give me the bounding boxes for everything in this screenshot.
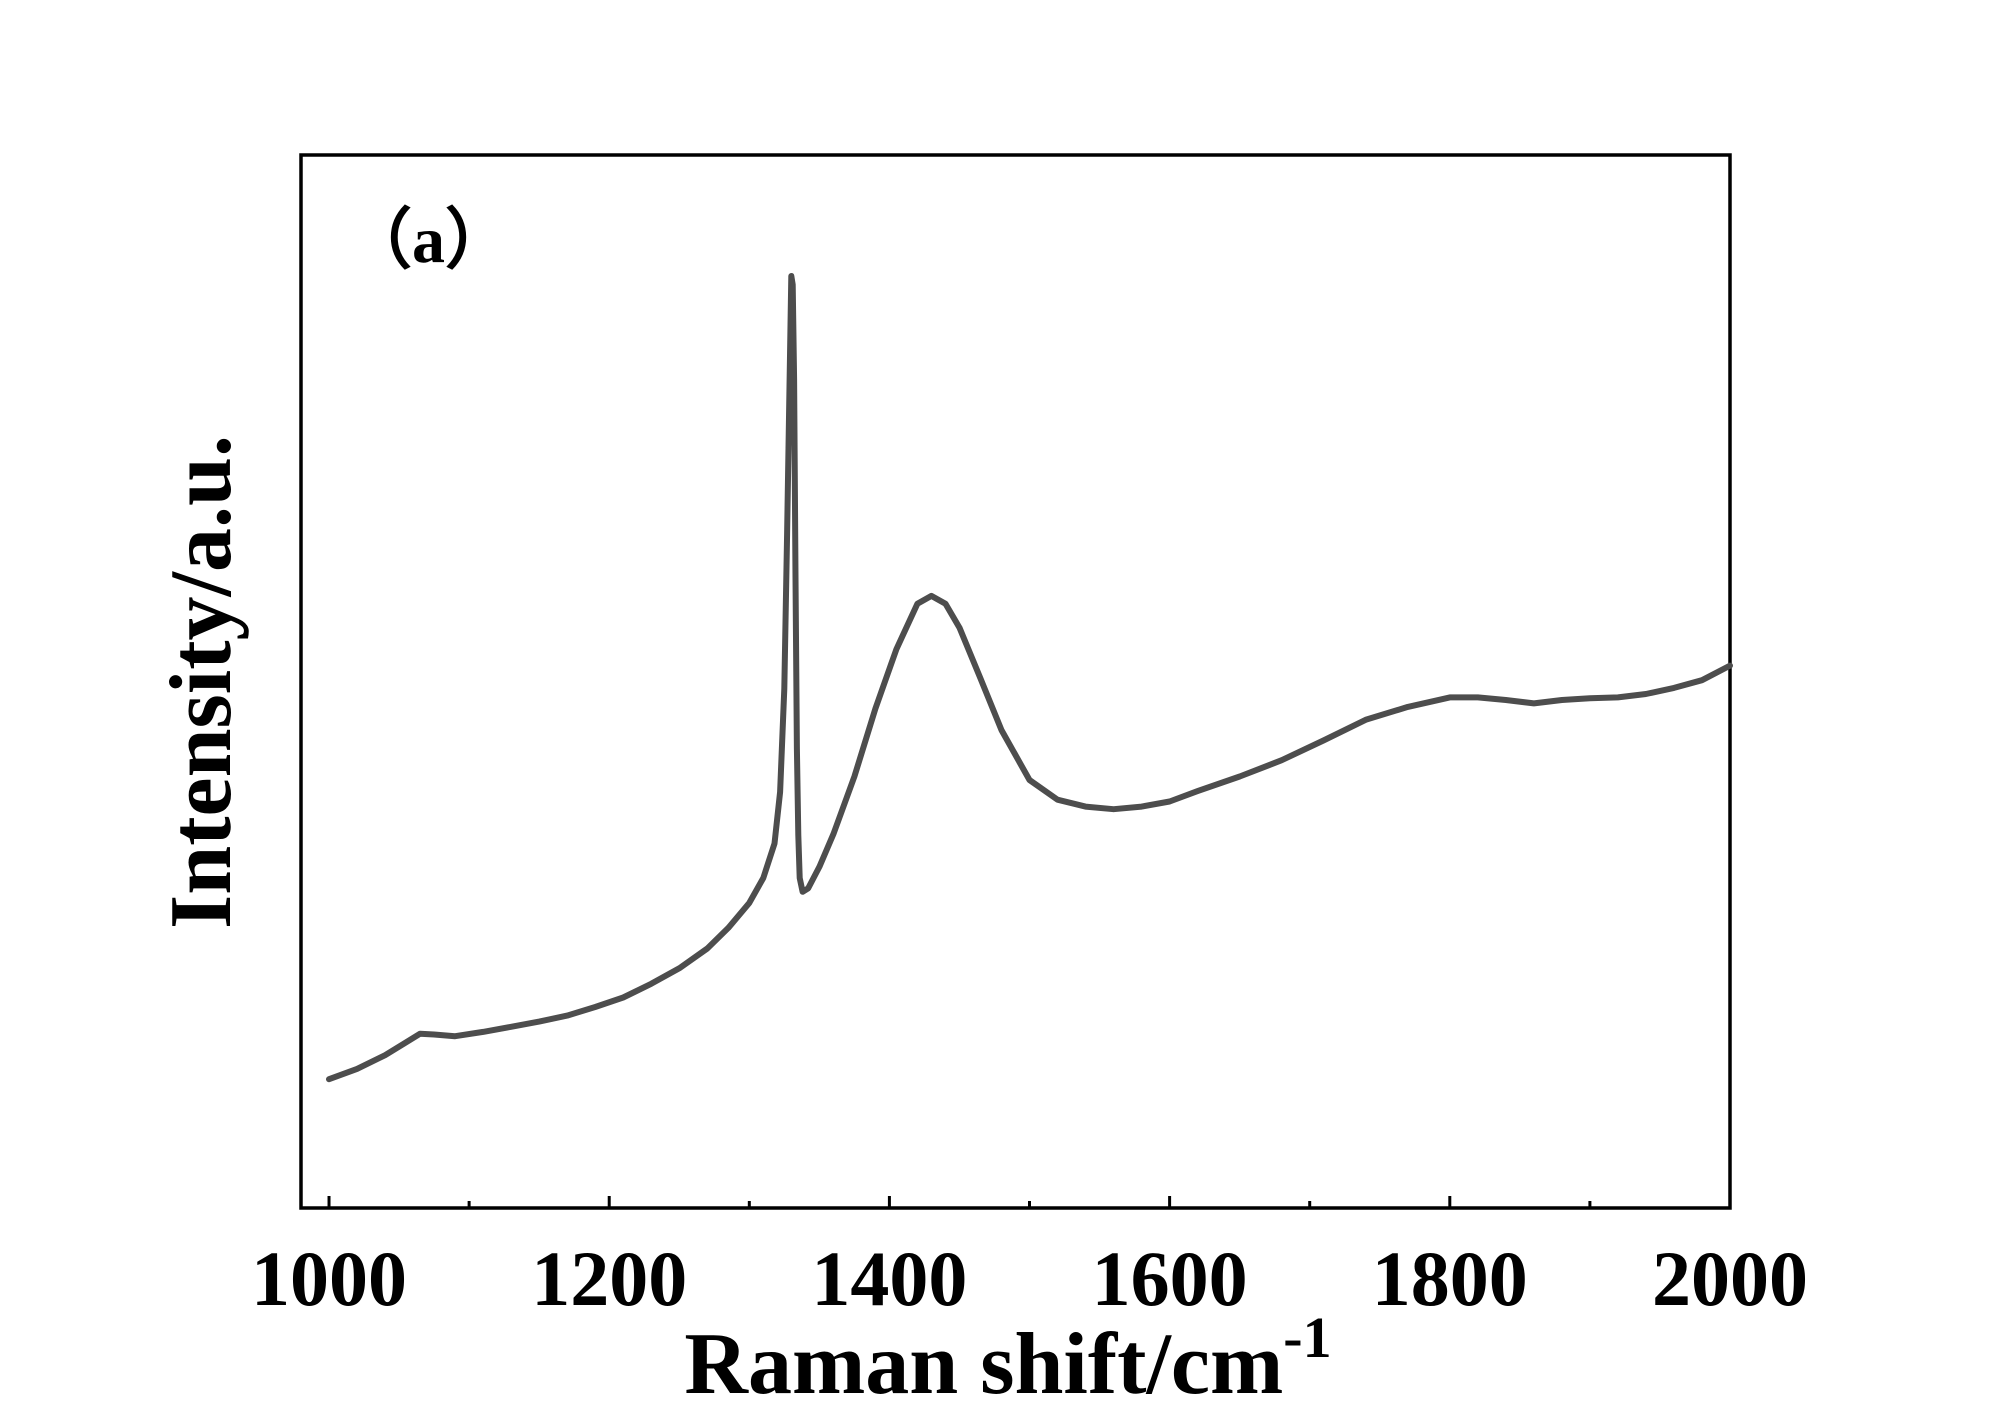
series-line (326, 273, 1733, 1083)
x-tick-label: 1400 (811, 1235, 967, 1322)
plot-frame (299, 153, 1732, 1210)
x-tick-label: 1800 (1372, 1235, 1528, 1322)
x-axis-title-text: Raman shift/cm (684, 1316, 1283, 1404)
x-tick-label: 1600 (1092, 1235, 1248, 1322)
x-axis-ticks (327, 1196, 1732, 1208)
x-axis-title: Raman shift/cm-1 (684, 1305, 1331, 1404)
x-tick-label: 1200 (531, 1235, 687, 1322)
panel-label: （a） (346, 203, 511, 277)
x-axis-tick-labels: 1000 1200 1400 1600 1800 2000 (251, 1235, 1808, 1322)
x-tick-label: 1000 (251, 1235, 407, 1322)
y-axis-title: Intensity/a.u. (153, 435, 250, 929)
x-tick-label: 2000 (1652, 1235, 1808, 1322)
x-axis-title-superscript: -1 (1283, 1305, 1331, 1370)
